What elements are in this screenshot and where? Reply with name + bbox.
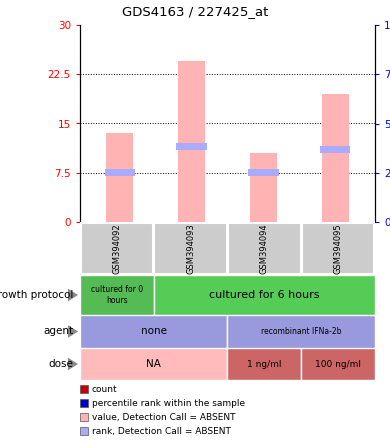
Text: percentile rank within the sample: percentile rank within the sample xyxy=(92,399,245,408)
Bar xyxy=(154,275,375,315)
Bar xyxy=(178,61,205,222)
Bar xyxy=(248,170,278,176)
Bar xyxy=(228,222,301,274)
Polygon shape xyxy=(68,358,78,370)
Bar xyxy=(302,222,374,274)
Bar xyxy=(81,222,153,274)
Text: none: none xyxy=(141,326,167,337)
Text: cultured for 6 hours: cultured for 6 hours xyxy=(209,290,320,300)
Polygon shape xyxy=(68,325,78,338)
Polygon shape xyxy=(68,289,78,301)
Text: GSM394093: GSM394093 xyxy=(186,223,195,274)
Text: recombinant IFNa-2b: recombinant IFNa-2b xyxy=(261,327,342,336)
Bar xyxy=(177,143,207,150)
Text: dose: dose xyxy=(48,359,73,369)
Text: agent: agent xyxy=(43,326,73,337)
Bar xyxy=(250,153,277,222)
Text: 1 ng/ml: 1 ng/ml xyxy=(247,360,282,369)
Text: GSM394094: GSM394094 xyxy=(260,223,269,274)
Bar xyxy=(154,222,227,274)
Text: 100 ng/ml: 100 ng/ml xyxy=(315,360,361,369)
Bar xyxy=(80,348,227,380)
Bar xyxy=(301,348,375,380)
Text: value, Detection Call = ABSENT: value, Detection Call = ABSENT xyxy=(92,412,236,421)
Bar xyxy=(106,133,133,222)
Bar xyxy=(80,275,154,315)
Text: rank, Detection Call = ABSENT: rank, Detection Call = ABSENT xyxy=(92,427,231,436)
Text: count: count xyxy=(92,385,118,393)
Text: cultured for 0
hours: cultured for 0 hours xyxy=(91,285,143,305)
Text: GDS4163 / 227425_at: GDS4163 / 227425_at xyxy=(122,5,268,19)
Bar xyxy=(227,315,375,348)
Bar xyxy=(105,170,135,176)
Bar xyxy=(322,94,349,222)
Text: NA: NA xyxy=(146,359,161,369)
Text: GSM394092: GSM394092 xyxy=(112,223,121,274)
Bar xyxy=(80,315,227,348)
Text: GSM394095: GSM394095 xyxy=(333,223,343,274)
Bar xyxy=(227,348,301,380)
Text: growth protocol: growth protocol xyxy=(0,290,73,300)
Bar xyxy=(321,147,351,153)
